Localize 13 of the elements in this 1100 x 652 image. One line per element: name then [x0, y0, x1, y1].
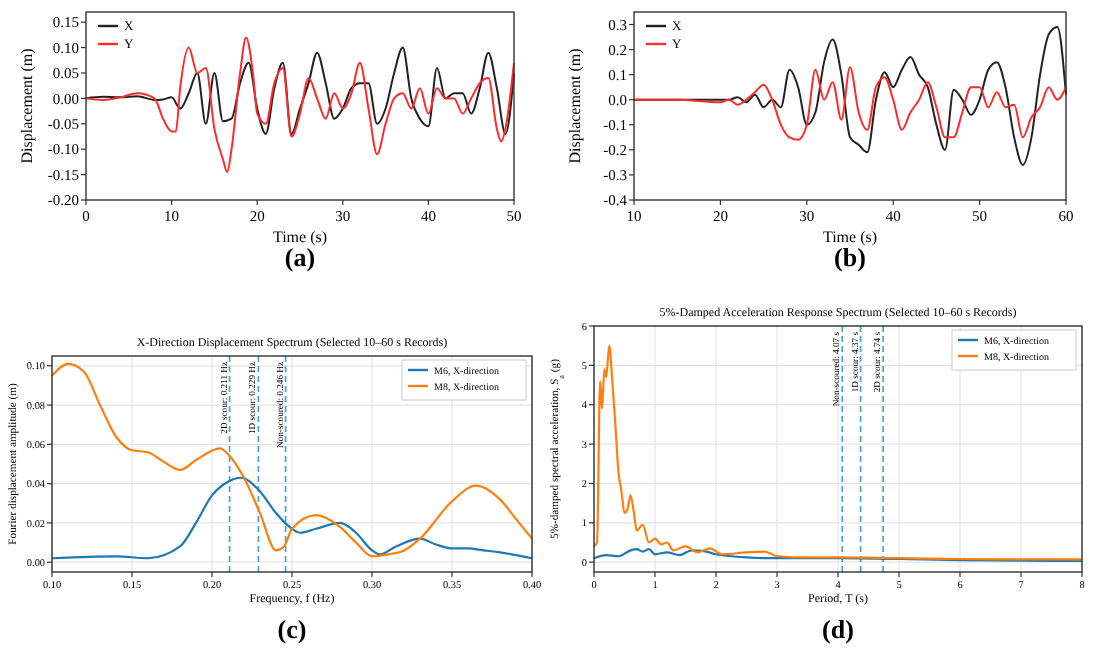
line-series [85, 36, 515, 174]
line-series [85, 46, 515, 135]
x-axis-title: Time (s) [272, 228, 328, 246]
text: (b) [834, 242, 866, 272]
line-series [50, 362, 534, 558]
y-axis-title: Displacement (m) [18, 47, 36, 164]
line-series [633, 66, 1067, 141]
line-series [50, 476, 534, 560]
x-axis-title: Time (s) [822, 228, 878, 246]
text: (a) [284, 242, 316, 272]
text: (c) [277, 614, 307, 644]
y-axis-title: Displacement (m) [566, 47, 584, 164]
text: (d) [822, 614, 854, 644]
